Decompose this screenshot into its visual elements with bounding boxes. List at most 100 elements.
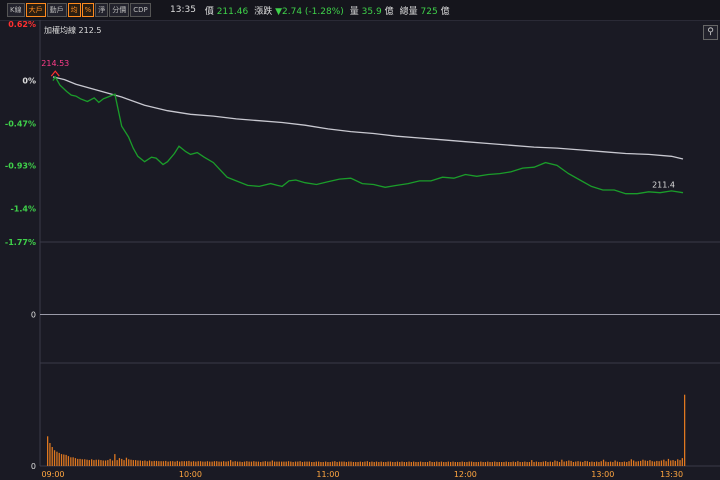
volume-bar (670, 460, 672, 466)
volume-bar (260, 462, 262, 466)
volume-bar (264, 461, 266, 466)
volume-bar (545, 461, 547, 466)
volume-bar (644, 460, 646, 466)
volume-bar (225, 461, 227, 466)
volume-bar (538, 462, 540, 466)
volume-bar (549, 461, 551, 466)
volume-bar (477, 462, 480, 466)
volume-bar (172, 461, 174, 466)
volume-bar (508, 462, 510, 466)
y-tick-label: -1.77% (5, 238, 36, 247)
tab-7[interactable]: CDP (130, 3, 151, 17)
volume-bar (199, 461, 202, 466)
total-unit: 億 (440, 6, 450, 17)
volume-bar (104, 460, 107, 466)
volume-bar (619, 462, 621, 466)
volume-bar (267, 461, 269, 466)
volume-bar (306, 461, 308, 466)
volume-bar (371, 461, 373, 466)
x-tick-label: 12:00 (454, 470, 477, 479)
volume-bar (148, 460, 151, 466)
tab-0[interactable]: K線 (7, 3, 25, 17)
volume-bar (230, 460, 232, 466)
volume-bar (81, 459, 83, 466)
volume-bar (380, 461, 382, 466)
volume-bar (408, 461, 410, 466)
volume-bar (118, 458, 121, 466)
change-value: ▼2.74 (-1.28%) (275, 6, 344, 17)
volume-bar (547, 462, 549, 466)
volume-bar (79, 458, 81, 466)
volume-bar (192, 461, 195, 466)
volume-bar (568, 460, 570, 466)
volume-bar (628, 461, 630, 466)
volume-bar (514, 462, 517, 466)
volume-bar (74, 458, 77, 466)
volume-bar (452, 461, 454, 466)
volume-bar (162, 461, 165, 466)
chart-canvas: 加權均線 212.5 0.62% 0% -0.47% -0.93% -1.4% -1.77%… (5, 20, 720, 479)
volume-bar (114, 454, 116, 466)
change-label: 漲跌 (254, 6, 273, 17)
x-tick-label: 13:30 (660, 470, 683, 479)
volume-bar (135, 460, 137, 466)
volume-bar (524, 461, 526, 466)
tab-4[interactable]: % (81, 3, 95, 17)
volume-bar (480, 461, 482, 466)
volume-bar (674, 460, 676, 466)
volume-bar (121, 458, 123, 466)
volume-bar (227, 461, 229, 466)
volume-bar (626, 462, 628, 466)
price-value: 211.46 (216, 6, 249, 17)
volume-bar (642, 459, 644, 466)
volume-bar (403, 462, 405, 466)
volume-bar (248, 461, 250, 466)
volume-bar (489, 462, 491, 466)
volume-bar (331, 461, 334, 466)
volume-bar (91, 459, 93, 466)
volume-bar (614, 460, 616, 466)
volume-bar (501, 462, 503, 466)
volume-bar (47, 436, 49, 466)
volume-bar (179, 461, 181, 466)
volume-bar (535, 461, 538, 466)
volume-bar (602, 459, 605, 466)
volume-bar (188, 460, 190, 466)
volume-bar (308, 461, 310, 466)
volume-bar (528, 462, 531, 466)
tab-5[interactable]: 淨 (95, 3, 109, 17)
volume-bar (443, 462, 445, 466)
volume-bar (582, 462, 584, 466)
volume-bar (213, 461, 216, 466)
volume-bar (155, 460, 158, 466)
volume-bar (417, 462, 419, 466)
volume-bar (392, 462, 394, 466)
volume-bar (243, 461, 246, 466)
volume-bar (58, 452, 60, 466)
volume-bar (153, 460, 155, 466)
volume-bar (137, 460, 139, 466)
volume-bar (433, 462, 436, 466)
volume-bar (111, 460, 114, 466)
volume-bar (630, 459, 632, 466)
tab-2[interactable]: 動戶 (46, 3, 67, 17)
x-tick-label: 09:00 (41, 470, 64, 479)
volume-bar (389, 461, 392, 466)
volume-bar (586, 461, 588, 466)
volume-bar (107, 460, 109, 466)
tab-6[interactable]: 分價 (109, 3, 130, 17)
volume-bar (299, 461, 301, 466)
volume-bar (679, 460, 681, 466)
volume-unit: 億 (384, 6, 394, 17)
volume-bar (315, 461, 317, 466)
volume-bar (447, 461, 449, 466)
tab-1[interactable]: 大戶 (25, 3, 46, 17)
link-icon[interactable]: ⚲ (703, 25, 718, 40)
volume-bar (269, 461, 271, 466)
volume-bar (197, 461, 199, 466)
volume-bar (276, 461, 278, 466)
tab-3[interactable]: 均 (67, 3, 81, 17)
volume-bar (558, 462, 561, 466)
volume-bar (475, 462, 477, 466)
